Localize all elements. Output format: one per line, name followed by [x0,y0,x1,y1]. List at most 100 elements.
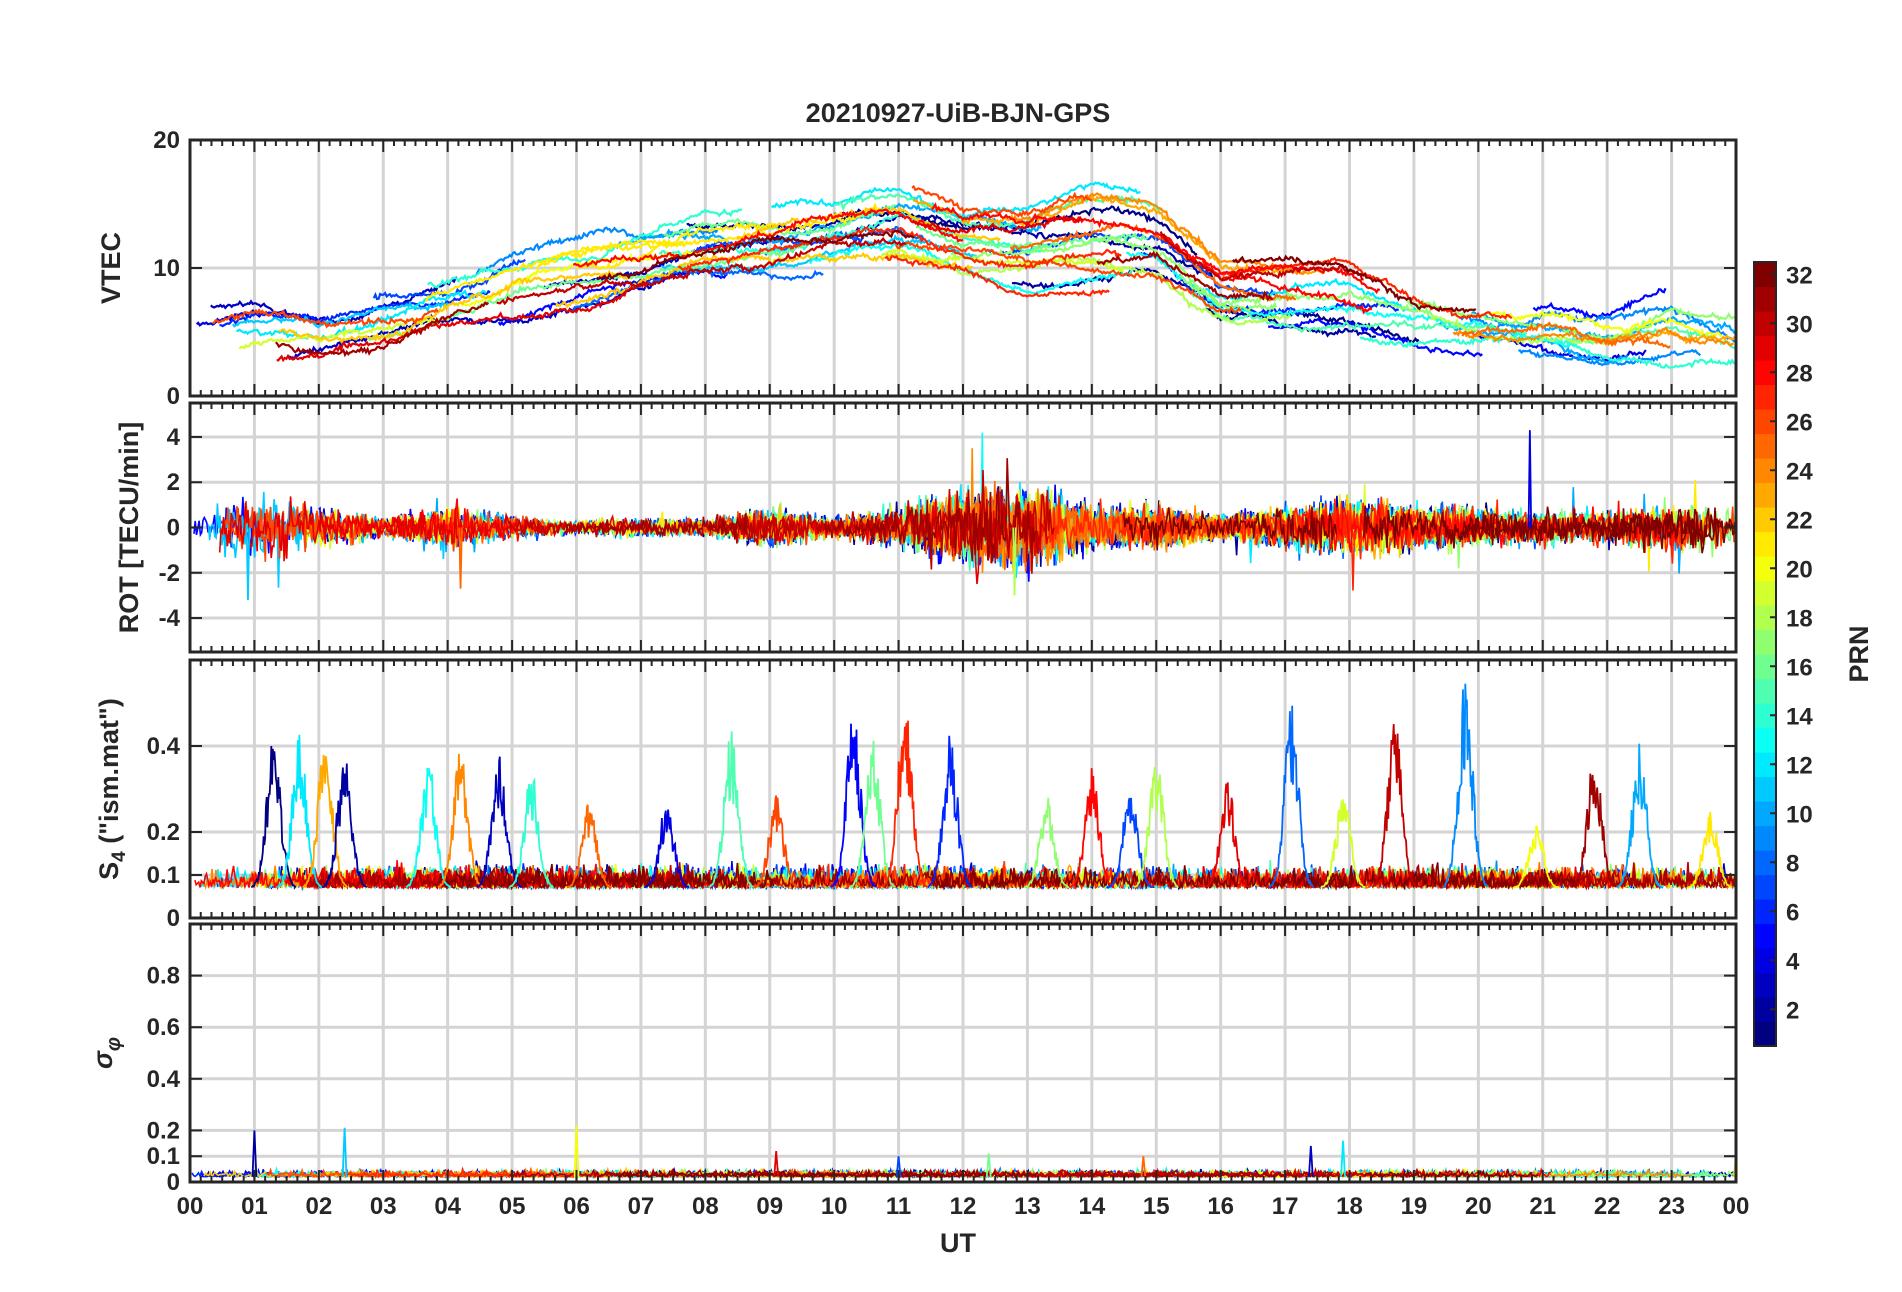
x-tick-label: 00 [1723,1193,1750,1220]
x-tick-label: 19 [1401,1193,1428,1220]
s4-peak [849,740,896,888]
sigma-peak [341,1127,348,1177]
x-tick-label: 22 [1594,1193,1621,1220]
s4-peak [1023,797,1070,889]
colorbar-segment [1754,825,1776,851]
colorbar-segment [1754,629,1776,655]
plot-area-rot [193,430,1736,600]
vtec-series-line [1012,192,1307,276]
x-tick-label: 14 [1078,1193,1105,1220]
vtec-series-line [677,226,1122,273]
colorbar-tick-label: 24 [1786,458,1813,485]
vtec-series-line [895,241,1242,315]
frame-rot: -4 -2 0 2 4 ROT [TECU/min] [114,401,1738,654]
s4-peak [405,768,452,888]
x-tick-label: 18 [1336,1193,1363,1220]
plot-area-s4 [194,683,1736,891]
vtec-series-line [770,181,1141,221]
s4-peak [1320,799,1366,889]
colorbar-segment [1754,458,1776,484]
vtec-series-line [496,236,907,306]
s4-peak [276,734,322,888]
y-tick-label: 0.4 [147,1066,181,1093]
colorbar-tick-label: 2 [1786,997,1799,1024]
vtec-series-line [1461,321,1671,350]
rot-series-line [1459,506,1736,554]
y-axis-label: σφ [88,1037,125,1069]
vtec-series-line [276,280,651,363]
vtec-series-line [1471,310,1736,341]
colorbar-segment [1754,850,1776,876]
s4-peak [1371,724,1418,888]
y-tick-label: 0.1 [147,862,180,889]
vtec-series-line [736,206,1001,243]
s4-peak [1442,683,1488,888]
vtec-series-line [278,269,631,345]
vtec-series-line [235,288,487,341]
s4-peak [927,735,973,888]
s4-peak [437,753,484,888]
colorbar-tick-label: 18 [1786,605,1813,632]
colorbar-segment [1754,899,1776,925]
colorbar-tick-label: 28 [1786,360,1813,387]
s4-peak [302,754,348,888]
panel-vtec: 0 10 20 VTEC [96,127,1738,410]
colorbar-segment [1754,556,1776,582]
s4-series-line [1402,863,1736,891]
x-tick-label: 16 [1207,1193,1234,1220]
sigma-peak [895,1156,902,1177]
x-tick-label: 20 [1465,1193,1492,1220]
x-tick-label: 04 [434,1193,461,1220]
panel-s4: 0 0.1 0.2 0.4 S4 ("ism.mat") [94,658,1738,932]
sigma-series-line [1064,1169,1334,1179]
vtec-series-line [911,214,1084,234]
colorbar-tick-label: 14 [1786,703,1813,730]
s4-peak [1133,766,1179,889]
vtec-series-line [1204,277,1418,313]
colorbar-segment [1754,580,1776,606]
colorbar-segment [1754,384,1776,410]
vtec-series-line [212,307,439,329]
colorbar-segment [1754,752,1776,778]
vtec-series-line [884,254,1110,298]
s4-series-line [930,865,1353,891]
s4-peak [708,731,754,888]
colorbar-segment [1754,409,1776,435]
chart-title: 20210927-UiB-BJN-GPS [806,98,1111,128]
y-axis-label: VTEC [96,232,126,304]
vtec-series-line [571,267,824,313]
rot-series-line [823,458,1037,564]
vtec-series-line [1096,250,1274,303]
y-tick-label: -4 [159,605,181,632]
s4-peak [753,795,799,889]
plot-area-sigma-phi [191,1125,1736,1180]
colorbar-frame [1753,261,1777,1047]
sigma-peak [1308,1145,1314,1177]
frame-s4: 0 0.1 0.2 0.4 S4 ("ism.mat") [94,658,1738,932]
colorbar-segment [1754,923,1776,949]
s4-peak [643,809,690,889]
colorbar-segment [1754,605,1776,631]
colorbar-label: PRN [1844,625,1874,682]
s4-peak [1616,743,1662,888]
colorbar-tick-label: 22 [1786,507,1813,534]
sigma-peak [773,1150,780,1177]
y-tick-label: 0.2 [147,819,180,846]
y-tick-label: 0.2 [147,1117,180,1144]
x-tick-label: 07 [628,1193,655,1220]
colorbar-segment [1754,433,1776,459]
y-tick-label: 20 [153,127,180,154]
vtec-series-line [460,249,705,307]
vtec-series-line [427,208,743,289]
colorbar-tick-label: 4 [1786,948,1800,975]
s4-peak [1571,773,1618,888]
y-tick-label: 0 [167,1169,180,1196]
y-tick-label: 0.1 [147,1143,180,1170]
sigma-peak [251,1130,258,1177]
s4-peak [321,763,368,889]
vtec-series-line [1485,309,1723,339]
vtec-series-line [596,229,915,280]
